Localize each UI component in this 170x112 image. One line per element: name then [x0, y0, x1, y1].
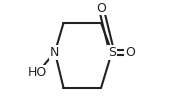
Text: HO: HO: [28, 66, 47, 79]
Text: O: O: [96, 2, 106, 15]
Text: N: N: [50, 46, 60, 59]
Text: O: O: [125, 46, 135, 59]
Text: S: S: [108, 46, 116, 59]
